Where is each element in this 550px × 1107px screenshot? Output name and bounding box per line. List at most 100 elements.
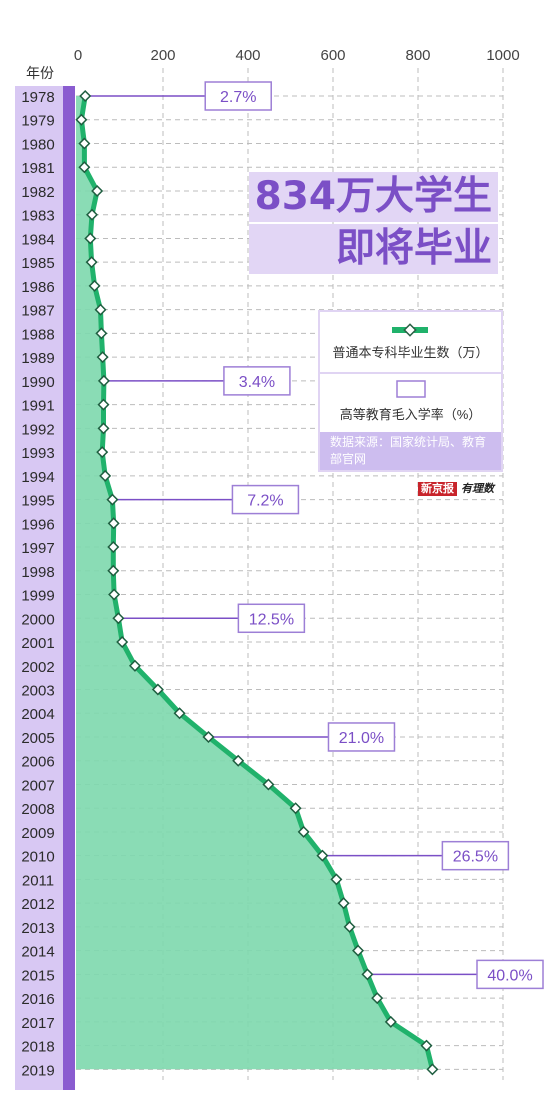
data-point-2016 <box>371 992 384 1005</box>
y-tick-label-1991: 1991 <box>21 398 54 415</box>
y-tick-label-2018: 2018 <box>21 1039 54 1056</box>
annotation-box-1978 <box>204 81 272 111</box>
annotation-box-2015 <box>476 959 544 990</box>
y-tick-label-2017: 2017 <box>21 1015 54 1032</box>
annotation-label-1978: 2.7% <box>220 89 256 106</box>
data-point-2010 <box>316 849 329 862</box>
data-point-2015 <box>361 968 374 981</box>
x-tick-label-600: 600 <box>320 47 345 64</box>
annotation-label-2010: 26.5% <box>453 849 498 866</box>
data-point-2011 <box>330 873 343 886</box>
annotation-label-1990: 3.4% <box>239 374 275 391</box>
year-band <box>15 86 63 1090</box>
y-tick-label-1984: 1984 <box>21 231 54 248</box>
brand-logo-b: 有理数 <box>461 483 494 495</box>
data-point-1983 <box>86 208 99 221</box>
y-tick-label-1989: 1989 <box>21 350 54 367</box>
annotation-box-2000 <box>237 603 306 634</box>
y-tick-label-2001: 2001 <box>21 635 54 652</box>
series-area-graduates <box>76 96 433 1070</box>
legend-label-graduates: 普通本专科毕业生数（万） <box>332 345 489 360</box>
annotation-box-2005 <box>327 722 396 752</box>
annotation-label-2015: 40.0% <box>487 967 532 984</box>
y-tick-label-2002: 2002 <box>21 659 54 676</box>
y-tick-label-1983: 1983 <box>21 208 54 225</box>
y-tick-label-1978: 1978 <box>21 89 54 106</box>
y-tick-label-1997: 1997 <box>21 540 54 557</box>
x-tick-label-200: 200 <box>150 47 175 64</box>
data-point-1999 <box>108 588 121 601</box>
data-point-2006 <box>232 754 245 767</box>
legend: 普通本专科毕业生数（万） 高等教育毛入学率（%） 数据来源：国家统计局、教育部官… <box>318 310 503 472</box>
annotation-box-2010 <box>441 840 510 871</box>
data-point-1978 <box>79 90 92 103</box>
data-point-1987 <box>94 303 107 316</box>
y-tick-label-1998: 1998 <box>21 564 54 581</box>
data-point-1980 <box>78 137 91 150</box>
chart-title-line-1: 834万大学生 <box>248 172 498 222</box>
y-tick-label-2004: 2004 <box>21 706 54 723</box>
y-tick-label-1981: 1981 <box>21 160 54 177</box>
y-tick-label-2016: 2016 <box>21 991 54 1008</box>
data-point-1996 <box>107 517 120 530</box>
data-point-1991 <box>97 398 110 411</box>
y-tick-label-1990: 1990 <box>21 374 54 391</box>
brand-logo-a: 新京报 <box>418 482 457 496</box>
data-point-2019 <box>426 1063 439 1076</box>
data-point-2009 <box>297 825 310 838</box>
data-point-2004 <box>173 707 186 720</box>
data-point-1986 <box>88 279 101 292</box>
data-source: 数据来源：国家统计局、教育部官网 <box>320 432 501 470</box>
y-tick-label-1980: 1980 <box>21 136 54 153</box>
x-tick-label-400: 400 <box>235 47 260 64</box>
legend-item-enrollment: 高等教育毛入学率（%） <box>320 374 501 434</box>
chart-title: 834万大学生 即将毕业 <box>248 172 498 276</box>
y-tick-label-2010: 2010 <box>21 849 54 866</box>
y-tick-label-2012: 2012 <box>21 896 54 913</box>
data-point-1995 <box>106 493 119 506</box>
y-tick-label-1995: 1995 <box>21 493 54 510</box>
y-tick-label-2009: 2009 <box>21 825 54 842</box>
data-point-2005 <box>202 730 215 743</box>
brand-logo: 新京报 有理数 <box>418 480 494 496</box>
y-tick-label-2005: 2005 <box>21 730 54 747</box>
y-axis-label: 年份 <box>26 66 54 82</box>
data-point-2017 <box>384 1015 397 1028</box>
legend-item-graduates: 普通本专科毕业生数（万） <box>320 312 501 374</box>
y-tick-label-2011: 2011 <box>22 872 54 889</box>
data-point-2018 <box>420 1039 433 1052</box>
y-tick-label-2019: 2019 <box>21 1062 54 1079</box>
y-tick-label-2008: 2008 <box>21 801 54 818</box>
data-point-2000 <box>112 612 125 625</box>
chart-title-line-2: 即将毕业 <box>248 224 498 274</box>
legend-label-enrollment: 高等教育毛入学率（%） <box>339 407 482 422</box>
data-point-2001 <box>116 636 129 649</box>
y-tick-label-1986: 1986 <box>21 279 54 296</box>
data-point-1998 <box>107 564 120 577</box>
y-tick-label-2006: 2006 <box>21 754 54 771</box>
y-tick-label-1979: 1979 <box>21 113 54 130</box>
y-tick-label-2014: 2014 <box>21 944 54 961</box>
y-tick-label-1999: 1999 <box>21 588 54 605</box>
y-tick-label-1992: 1992 <box>21 421 54 438</box>
y-tick-label-2003: 2003 <box>21 683 54 700</box>
data-point-1985 <box>85 256 98 269</box>
data-point-1979 <box>75 113 88 126</box>
data-point-2012 <box>337 897 350 910</box>
data-point-2003 <box>151 683 164 696</box>
y-tick-label-2015: 2015 <box>21 967 54 984</box>
y-tick-label-1987: 1987 <box>21 303 54 320</box>
x-tick-label-1000: 1000 <box>486 47 519 64</box>
data-point-2008 <box>289 802 302 815</box>
data-point-2002 <box>128 659 141 672</box>
annotation-label-2005: 21.0% <box>339 730 384 747</box>
y-tick-label-1985: 1985 <box>21 255 54 272</box>
data-point-1988 <box>95 327 108 340</box>
data-point-1997 <box>107 541 120 554</box>
y-tick-label-2000: 2000 <box>21 611 54 628</box>
x-tick-label-0: 0 <box>74 47 82 64</box>
data-point-1989 <box>96 351 109 364</box>
data-point-1992 <box>97 422 110 435</box>
